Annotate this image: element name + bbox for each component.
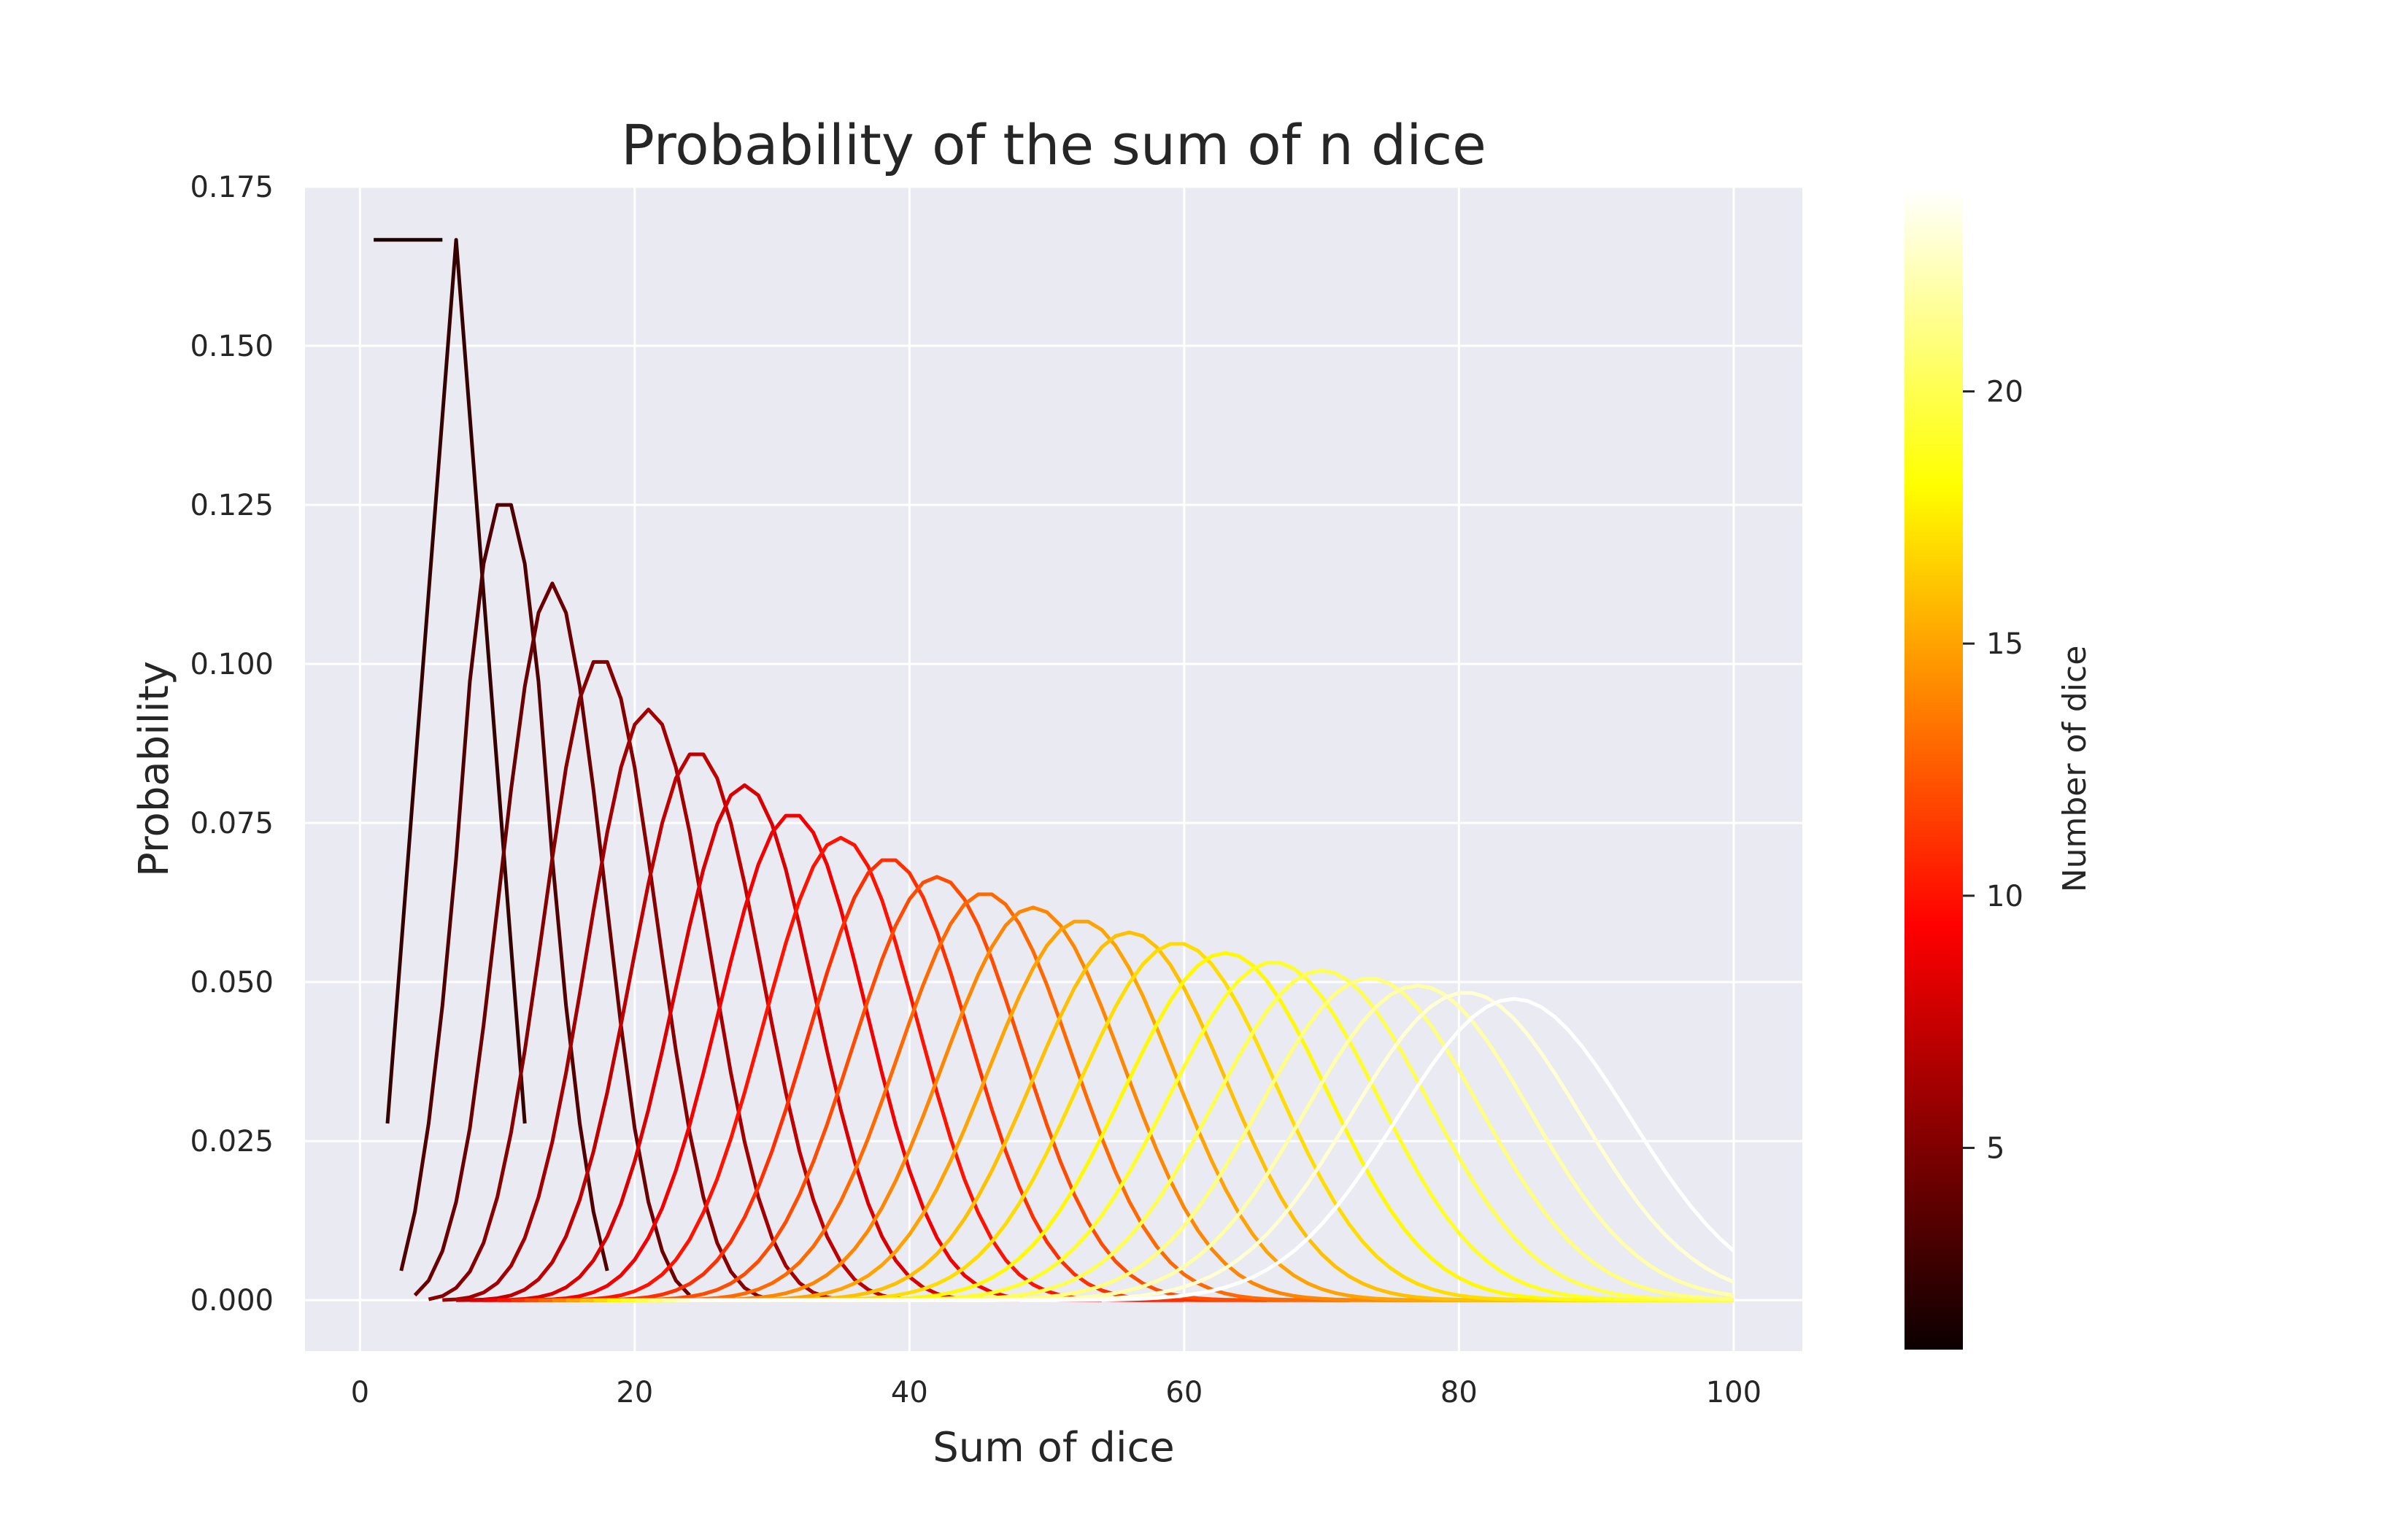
colorbar-tick-label: 10 <box>1986 880 2023 913</box>
y-tick-label: 0.050 <box>190 966 274 999</box>
x-tick-label: 20 <box>616 1376 653 1409</box>
series-lines <box>374 238 1735 1302</box>
x-tick-label: 100 <box>1706 1376 1761 1409</box>
plot-background <box>305 187 1802 1351</box>
y-tick-label: 0.175 <box>190 171 274 204</box>
x-tick-labels: 0 20 40 60 80 100 <box>351 1376 1761 1409</box>
colorbar-tick-label: 15 <box>1986 627 2023 661</box>
series-line-n4 <box>413 581 691 1297</box>
colorbar <box>1905 190 1963 1350</box>
y-tick-labels: 0.000 0.025 0.050 0.075 0.100 0.125 0.150 0.175 <box>190 171 274 1318</box>
colorbar-tick-label: 20 <box>1986 376 2023 409</box>
series-line-n24 <box>690 997 1735 1302</box>
series-line-n8 <box>469 783 1019 1302</box>
y-tick-label: 0.000 <box>190 1284 274 1318</box>
x-tick-label: 40 <box>891 1376 928 1409</box>
x-axis-label: Sum of dice <box>933 1424 1175 1471</box>
grid-lines <box>305 185 1802 1351</box>
series-line-n3 <box>399 503 609 1272</box>
y-tick-label: 0.100 <box>190 648 274 681</box>
y-axis-label: Probability <box>131 661 178 877</box>
series-line-n6 <box>442 708 855 1302</box>
colorbar-tick-label: 5 <box>1986 1131 2004 1165</box>
x-tick-label: 80 <box>1440 1376 1478 1409</box>
colorbar-ticks: 5 10 15 20 <box>1963 376 2023 1165</box>
chart-title: Probability of the sum of n dice <box>621 112 1486 177</box>
series-line-n5 <box>428 659 773 1301</box>
x-tick-label: 0 <box>351 1376 369 1409</box>
y-tick-label: 0.025 <box>190 1125 274 1158</box>
y-tick-label: 0.125 <box>190 489 274 522</box>
series-line-n9 <box>483 813 1102 1302</box>
colorbar-label: Number of dice <box>2056 646 2094 893</box>
series-line-n2 <box>385 238 527 1124</box>
y-tick-label: 0.075 <box>190 807 274 840</box>
y-tick-label: 0.150 <box>190 330 274 363</box>
x-tick-label: 60 <box>1165 1376 1203 1409</box>
